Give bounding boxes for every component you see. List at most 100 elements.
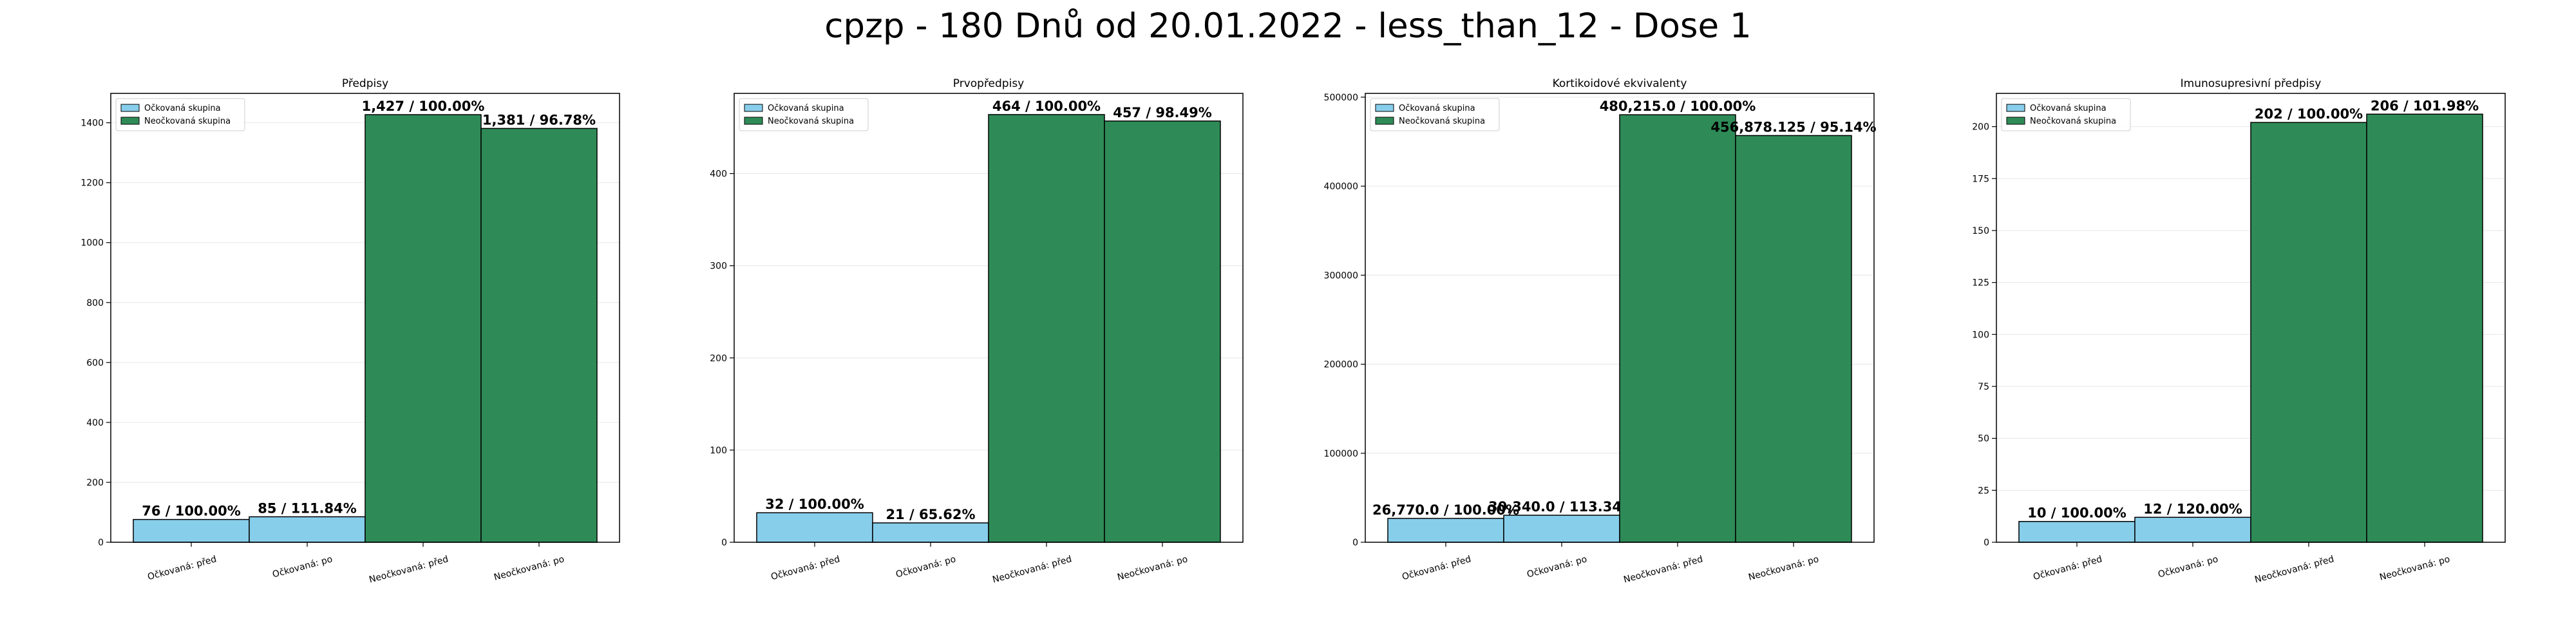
y-tick-label: 1200	[80, 178, 104, 189]
legend-box	[2001, 98, 2131, 131]
y-tick-label: 75	[1978, 382, 1989, 392]
y-tick-label: 125	[1972, 278, 1989, 289]
legend-box	[115, 98, 245, 131]
x-tick-label: Očkovaná: před	[146, 554, 218, 582]
legend-label: Neočkovaná skupina	[1399, 117, 1485, 126]
bar-unvaccinated	[365, 114, 482, 543]
legend-box	[1370, 98, 1500, 131]
bar-value-label: 21 / 65.62%	[886, 507, 976, 522]
legend-label: Očkovaná skupina	[1399, 104, 1475, 113]
x-tick-label: Neočkovaná: před	[991, 554, 1073, 585]
bar-value-label: 464 / 100.00%	[992, 99, 1101, 114]
bar-unvaccinated	[1104, 120, 1221, 543]
y-tick-label: 1400	[80, 118, 104, 129]
x-tick-label: Neočkovaná: před	[368, 554, 450, 585]
bar-vaccinated	[872, 522, 989, 543]
x-tick-label: Neočkovaná: před	[2253, 554, 2335, 585]
bar-vaccinated	[1503, 515, 1620, 543]
bar-value-label: 1,381 / 96.78%	[482, 112, 596, 128]
bar-unvaccinated	[480, 128, 598, 543]
legend-label: Neočkovaná skupina	[768, 117, 854, 126]
y-tick-label: 200	[710, 354, 727, 364]
chart-panel-2: Kortikoidové ekvivalenty 0 100000 200000 300…	[1324, 77, 1877, 585]
y-tick-label: 0	[721, 538, 727, 548]
x-tick-label: Neočkovaná: po	[2378, 554, 2451, 583]
bar-value-label: 1,427 / 100.00%	[362, 99, 485, 114]
legend-swatch	[2006, 117, 2025, 125]
legend-swatch	[1375, 117, 1394, 125]
bar-value-label: 10 / 100.00%	[2027, 506, 2126, 521]
chart-title: Předpisy	[342, 77, 388, 90]
y-tick-label: 300	[710, 261, 727, 272]
axes-frame	[1996, 93, 2506, 543]
x-tick-label: Neočkovaná: po	[493, 554, 565, 583]
y-tick-label: 0	[1352, 538, 1358, 548]
bar-vaccinated	[1387, 518, 1504, 543]
bar-vaccinated	[756, 512, 873, 543]
y-tick-label: 200	[1972, 122, 1989, 133]
y-tick-label: 1000	[80, 238, 104, 249]
y-tick-label: 100000	[1324, 449, 1358, 459]
y-tick-label: 800	[86, 298, 104, 308]
chart-panel-0: Předpisy 0 200 400 600 800 1000 1200 1400 76 / 10…	[80, 77, 620, 585]
legend-label: Očkovaná skupina	[144, 104, 221, 113]
legend-swatch	[2006, 104, 2025, 112]
y-tick-label: 400	[86, 418, 104, 428]
bar-vaccinated	[133, 518, 250, 543]
axes-frame	[110, 93, 620, 543]
legend-swatch	[744, 104, 763, 112]
y-tick-label: 25	[1978, 486, 1989, 496]
y-tick-label: 50	[1978, 434, 1989, 444]
bar-vaccinated	[249, 516, 366, 543]
legend-swatch	[1375, 104, 1394, 112]
chart-panel-3: Imunosupresivní předpisy 0 25 50 75 100 125 150…	[1972, 77, 2506, 585]
chart-title: Prvopředpisy	[953, 77, 1025, 90]
legend-box	[739, 98, 869, 131]
y-tick-label: 400	[710, 169, 727, 180]
legend-swatch	[120, 104, 140, 112]
legend-label: Neočkovaná skupina	[144, 117, 231, 126]
x-tick-label: Očkovaná: před	[1401, 554, 1472, 582]
y-tick-label: 400000	[1324, 182, 1358, 192]
bar-value-label: 206 / 101.98%	[2371, 98, 2479, 113]
legend-label: Očkovaná skupina	[2030, 104, 2107, 113]
y-tick-label: 500000	[1324, 93, 1358, 103]
x-tick-label: Očkovaná: po	[895, 554, 957, 580]
bar-value-label: 457 / 98.49%	[1113, 105, 1212, 120]
legend-swatch	[744, 117, 763, 125]
bar-value-label: 32 / 100.00%	[765, 497, 864, 512]
bar-unvaccinated	[1619, 114, 1736, 543]
x-tick-label: Neočkovaná: před	[1622, 554, 1704, 585]
bar-value-label: 480,215.0 / 100.00%	[1600, 99, 1756, 114]
legend-swatch	[120, 117, 140, 125]
legend-label: Neočkovaná skupina	[2030, 117, 2116, 126]
bar-vaccinated	[2134, 516, 2251, 543]
y-tick-label: 0	[98, 538, 104, 548]
x-tick-label: Očkovaná: po	[1526, 554, 1588, 580]
chart-title: Imunosupresivní předpisy	[2181, 77, 2322, 90]
bar-value-label: 26,770.0 / 100.00%	[1372, 502, 1519, 518]
y-tick-label: 100	[710, 446, 727, 456]
y-tick-label: 150	[1972, 226, 1989, 236]
x-tick-label: Očkovaná: před	[770, 554, 841, 582]
axes-frame	[734, 93, 1244, 543]
y-tick-label: 100	[1972, 330, 1989, 340]
bar-vaccinated	[2018, 520, 2136, 543]
bar-value-label: 12 / 120.00%	[2143, 501, 2242, 516]
bar-value-label: 456,878.125 / 95.14%	[1710, 119, 1876, 135]
y-tick-label: 200	[86, 478, 104, 488]
y-tick-label: 175	[1972, 174, 1989, 184]
y-tick-label: 300000	[1324, 270, 1358, 281]
bar-unvaccinated	[2366, 113, 2483, 543]
legend-label: Očkovaná skupina	[768, 104, 844, 113]
chart-title: Kortikoidové ekvivalenty	[1553, 77, 1687, 90]
x-tick-label: Očkovaná: po	[271, 554, 334, 580]
y-tick-label: 200000	[1324, 360, 1358, 370]
x-tick-label: Očkovaná: po	[2157, 554, 2219, 580]
x-tick-label: Očkovaná: před	[2032, 554, 2103, 582]
bar-unvaccinated	[1735, 135, 1852, 543]
bar-unvaccinated	[988, 114, 1105, 543]
bar-value-label: 30,340.0 / 113.34%	[1488, 499, 1635, 515]
x-tick-label: Neočkovaná: po	[1116, 554, 1189, 583]
axes-frame	[1365, 93, 1875, 543]
